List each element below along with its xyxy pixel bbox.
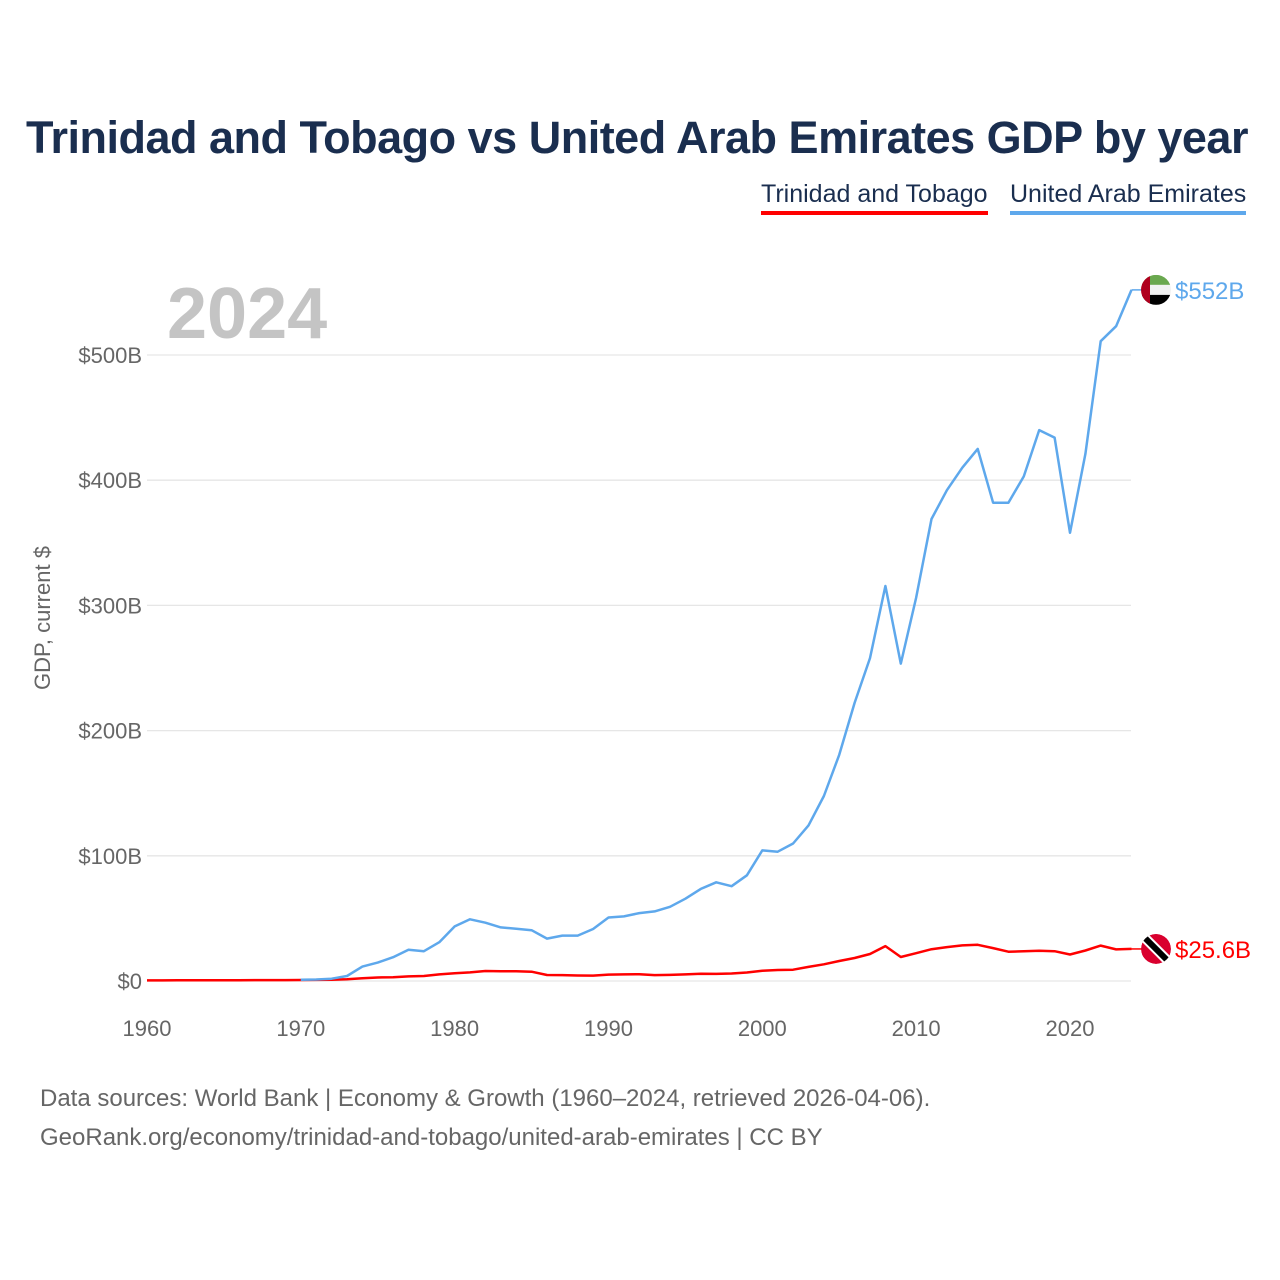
y-axis-label: GDP, current $ [30, 546, 55, 690]
x-tick-label: 1970 [276, 1016, 325, 1041]
y-tick-label: $300B [78, 593, 142, 618]
x-tick-label: 2000 [738, 1016, 787, 1041]
x-tick-label: 1990 [584, 1016, 633, 1041]
trinidad-and-tobago-flag-icon [1141, 933, 1171, 964]
series-line-united-arab-emirates [300, 289, 1133, 981]
x-tick-label: 1960 [123, 1016, 172, 1041]
y-tick-label: $400B [78, 468, 142, 493]
year-label: 2024 [167, 274, 327, 354]
uae-flag-icon [1141, 274, 1171, 305]
y-tick-label: $500B [78, 343, 142, 368]
footer-credit: GeoRank.org/economy/trinidad-and-tobago/… [40, 1124, 823, 1151]
chart-title: Trinidad and Tobago vs United Arab Emira… [26, 112, 1248, 163]
end-value-label: $552B [1175, 278, 1244, 305]
y-tick-label: $100B [78, 844, 142, 869]
x-tick-label: 2010 [892, 1016, 941, 1041]
x-tick-label: 1980 [430, 1016, 479, 1041]
end-value-label: $25.6B [1175, 937, 1251, 964]
y-tick-label: $200B [78, 719, 142, 744]
y-tick-label: $0 [118, 969, 142, 994]
legend-trinidad-and-tobago[interactable]: Trinidad and Tobago [761, 180, 988, 215]
series-line-trinidad-and-tobago [147, 943, 1132, 982]
footer-sources: Data sources: World Bank | Economy & Gro… [40, 1085, 931, 1112]
legend-united-arab-emirates[interactable]: United Arab Emirates [1010, 180, 1247, 215]
x-tick-label: 2020 [1046, 1016, 1095, 1041]
